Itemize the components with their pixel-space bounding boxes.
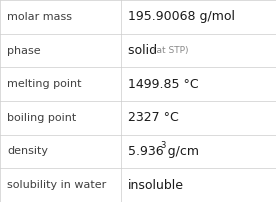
Bar [121,34,276,67]
Text: density: density [7,146,48,157]
Bar [121,101,276,135]
Bar [0,67,121,101]
Text: 195.90068 g/mol: 195.90068 g/mol [128,10,235,23]
Text: 3: 3 [160,141,165,150]
Text: insoluble: insoluble [128,179,184,192]
Text: phase: phase [7,45,41,56]
Bar [121,0,276,34]
Bar [0,0,121,34]
Bar [0,135,121,168]
Text: 1499.85 °C: 1499.85 °C [128,78,199,91]
Text: solid: solid [128,44,166,57]
Bar [0,168,121,202]
Bar [121,168,276,202]
Text: 5.936 g/cm: 5.936 g/cm [128,145,199,158]
Text: (at STP): (at STP) [153,46,189,55]
Bar [121,67,276,101]
Text: solubility in water: solubility in water [7,180,106,190]
Bar [0,34,121,67]
Bar [0,101,121,135]
Text: 2327 °C: 2327 °C [128,111,179,124]
Text: molar mass: molar mass [7,12,72,22]
Text: boiling point: boiling point [7,113,76,123]
Bar [121,135,276,168]
Text: melting point: melting point [7,79,81,89]
